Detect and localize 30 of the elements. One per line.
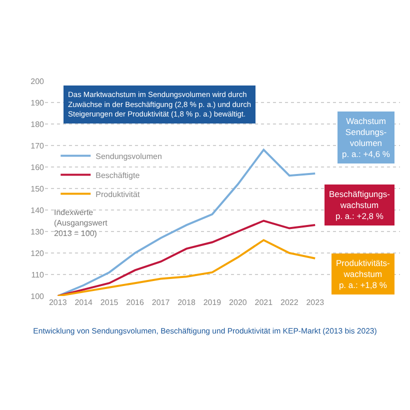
y-tick-label: 190 [30,98,45,108]
y-tick-label: 180 [30,120,45,129]
legend-label: Beschäftigte [96,170,140,180]
line-series [56,239,316,296]
annotation: Wachstum Sendungs- volumen p. a.: +4,6 % [342,116,390,160]
x-tick-label: 2019 [203,298,222,307]
x-tick-label: 2018 [178,298,196,307]
y-tick-label: 120 [30,248,45,258]
x-tick-label: 2017 [152,298,170,307]
y-tick-label: 140 [30,206,45,215]
legend-label: Produktivität [96,190,140,199]
y-tick-label: 150 [30,184,45,194]
x-tick-label: 2014 [74,298,94,307]
x-tick-label: 2021 [254,298,274,307]
legend-label: Sendungsvolumen [96,152,162,161]
annotation: Beschäftigungs- wachstum p. a.: +2,8 % [329,189,390,222]
x-tick-label: 2015 [100,298,119,307]
x-tick-label: 2016 [126,298,144,307]
y-tick-label: 200 [30,76,45,86]
y-axis-title: Indexwerte (Ausgangswert 2013 = 100) [54,208,108,238]
y-tick-label: 130 [30,227,45,236]
y-tick-label: 100 [30,292,45,301]
x-tick-label: 2020 [229,298,248,307]
annotation: Produktivitäts- wachstum p. a.: +1,8 % [336,258,390,290]
x-tick-label: 2013 [48,298,68,307]
x-tick-label: 2022 [280,298,299,307]
y-tick-label: 110 [31,270,45,280]
x-tick-label: 2023 [306,298,325,307]
y-tick-label: 160 [30,162,45,172]
y-tick-label: 170 [30,141,45,150]
